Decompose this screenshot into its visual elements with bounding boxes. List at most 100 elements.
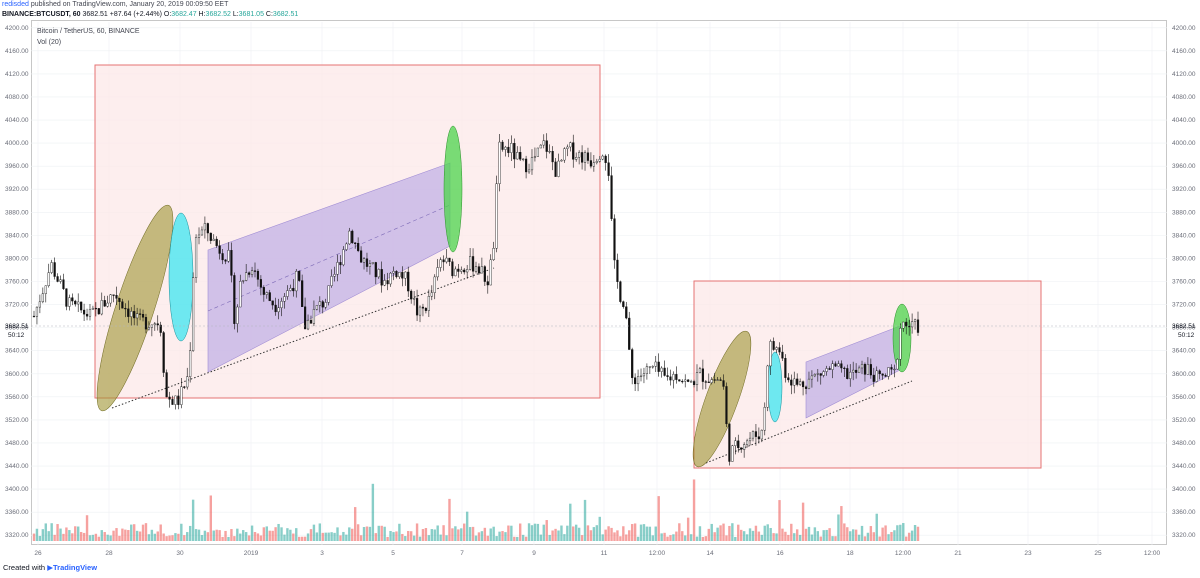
candle-body (38, 301, 41, 308)
candle-body (80, 301, 83, 311)
chart-frame[interactable] (31, 20, 1167, 545)
candle-body (578, 152, 581, 158)
volume-bar (280, 527, 283, 541)
pattern-ellipse-olive-left[interactable] (84, 199, 187, 416)
volume-bar (869, 526, 873, 541)
trendline-left[interactable] (111, 267, 495, 409)
y-tick-right: 4200.00 (1172, 25, 1196, 32)
price-change: +87.64 (+2.44%) (109, 11, 162, 18)
volume-bar (798, 534, 802, 541)
chart-legend: Bitcoin / TetherUS, 60, BINANCE Vol (20) (37, 26, 140, 48)
candle-body (601, 155, 604, 160)
legend-indicator[interactable]: Vol (20) (37, 39, 62, 46)
candle-body (698, 368, 702, 373)
candle-body (807, 378, 811, 389)
candle-body (56, 276, 59, 282)
y-tick-right: 3880.00 (1172, 209, 1196, 216)
candle-body (466, 269, 469, 273)
volume-bar (463, 523, 466, 541)
volume-bar (763, 525, 766, 541)
candle-body (645, 366, 649, 374)
volume-bar (386, 536, 389, 541)
candle-body (916, 319, 920, 333)
candle-body (71, 297, 74, 302)
volume-bar (141, 524, 145, 541)
candle-body (519, 152, 522, 160)
publisher-username[interactable]: redisded (2, 1, 29, 8)
candle-body (810, 375, 814, 380)
candle-body (68, 297, 71, 307)
volume-bar (407, 530, 410, 541)
volume-bar (401, 533, 404, 541)
volume-bar (810, 534, 814, 541)
candle-body (548, 150, 551, 153)
candle-body (153, 323, 156, 326)
volume-bar (380, 525, 383, 541)
tradingview-brand[interactable]: TradingView (52, 563, 98, 572)
y-tick-right: 4000.00 (1172, 140, 1196, 147)
volume-bar (819, 536, 822, 541)
volume-bar (695, 536, 699, 541)
pattern-ellipse-olive-right[interactable] (682, 326, 761, 472)
volume-bar (890, 531, 893, 541)
candle-body (678, 379, 681, 382)
volume-bar (851, 529, 855, 541)
volume-bar (663, 532, 666, 541)
y-tick-left: 3920.00 (5, 186, 29, 193)
x-tick: 14 (706, 550, 714, 557)
volume-bar (707, 528, 710, 541)
volume-bar (654, 526, 657, 541)
volume-bar (657, 496, 660, 541)
volume-bar (510, 525, 513, 541)
candle-body (648, 366, 651, 368)
candle-body (672, 374, 675, 381)
candle-body (309, 319, 313, 324)
candle-body (74, 300, 77, 305)
volume-bar (740, 529, 743, 541)
pattern-ellipse-green-right[interactable] (892, 303, 912, 373)
volume-bar (71, 533, 74, 541)
y-tick-left: 3760.00 (5, 279, 29, 286)
volume-bar (719, 525, 722, 541)
candle-body (474, 266, 478, 272)
volume-bar (790, 523, 793, 541)
volume-bar (430, 529, 433, 541)
volume-bar (191, 499, 195, 541)
volume-bar (572, 526, 575, 541)
legend-title[interactable]: Bitcoin / TetherUS, 60, BINANCE (37, 28, 140, 35)
volume-bar (53, 534, 56, 541)
volume-bar (775, 533, 778, 541)
volume-bar (250, 525, 254, 541)
candle-body (498, 141, 501, 184)
volume-bar (875, 513, 878, 541)
volume-bar (601, 534, 604, 541)
volume-bar (454, 526, 457, 541)
candle-body (410, 290, 413, 300)
pattern-ellipse-green-left[interactable] (443, 125, 463, 253)
candle-body (97, 308, 100, 315)
drawing-overlays (84, 64, 1042, 472)
volume-bar (648, 526, 652, 541)
volume-bar (872, 532, 875, 541)
pattern-ellipse-cyan-left[interactable] (168, 212, 194, 342)
volume-bar (477, 532, 481, 541)
candle-body (642, 373, 646, 377)
candle-body (286, 290, 289, 297)
candle-body (65, 288, 68, 307)
candle-body (327, 285, 330, 303)
x-tick: 18 (846, 550, 854, 557)
candle-body (492, 248, 495, 261)
volume-bar (383, 526, 386, 541)
y-tick-right: 3520.00 (1172, 417, 1196, 424)
volume-bar (574, 524, 578, 541)
candle-body (127, 308, 130, 317)
volume-bar (274, 527, 277, 541)
volume-bar (159, 524, 162, 541)
candle-body (737, 440, 740, 449)
y-tick-left: 3880.00 (5, 209, 29, 216)
volume-bar (395, 531, 398, 541)
volume-bar (404, 536, 407, 541)
candle-body (115, 295, 118, 299)
candle-body (754, 431, 758, 437)
